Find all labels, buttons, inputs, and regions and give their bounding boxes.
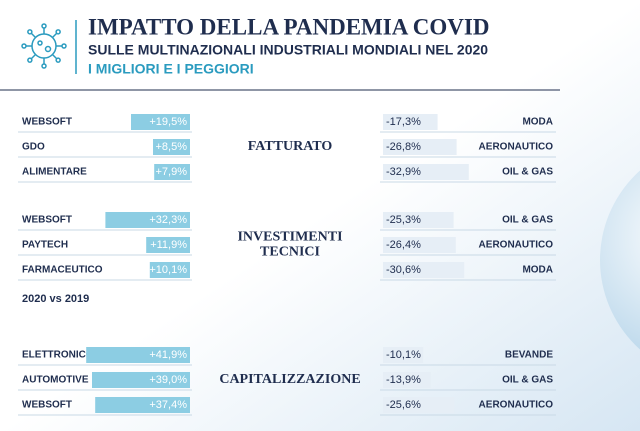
sector-name: ELETTRONICO bbox=[22, 350, 94, 361]
sector-name: WEBSOFT bbox=[22, 117, 72, 128]
value-label: +32,3% bbox=[149, 214, 187, 226]
tagline: I MIGLIORI E I PEGGIORI bbox=[88, 61, 254, 77]
globe bbox=[600, 170, 640, 350]
bar bbox=[383, 262, 465, 278]
value-label: +7,9% bbox=[156, 166, 188, 178]
bar bbox=[86, 347, 190, 363]
title: IMPATTO DELLA PANDEMIA COVID bbox=[88, 14, 489, 39]
bar bbox=[383, 164, 469, 180]
sector-name: WEBSOFT bbox=[22, 400, 72, 411]
section-label: INVESTIMENTI bbox=[237, 230, 342, 245]
value-label: +39,0% bbox=[149, 374, 187, 386]
sector-name: AERONAUTICO bbox=[479, 240, 554, 251]
sector-name: ALIMENTARE bbox=[22, 167, 87, 178]
sector-name: AUTOMOTIVE bbox=[22, 375, 89, 386]
sector-name: OIL & GAS bbox=[502, 375, 553, 386]
bar bbox=[131, 114, 190, 130]
subtitle: SULLE MULTINAZIONALI INDUSTRIALI MONDIAL… bbox=[88, 42, 488, 58]
sector-name: AERONAUTICO bbox=[479, 400, 554, 411]
sector-name: OIL & GAS bbox=[502, 215, 553, 226]
bar bbox=[92, 372, 190, 388]
sector-name: WEBSOFT bbox=[22, 215, 72, 226]
value-label: -10,1% bbox=[386, 349, 421, 361]
sector-name: MODA bbox=[522, 265, 553, 276]
value-label: -26,8% bbox=[386, 141, 421, 153]
value-label: +8,5% bbox=[156, 141, 188, 153]
bar bbox=[383, 237, 456, 253]
bar bbox=[383, 397, 455, 413]
sector-name: FARMACEUTICO bbox=[22, 265, 103, 276]
section-label: CAPITALIZZAZIONE bbox=[219, 372, 360, 387]
sector-name: PAYTECH bbox=[22, 240, 68, 251]
value-label: -26,4% bbox=[386, 239, 421, 251]
bar bbox=[146, 237, 190, 253]
value-label: -25,6% bbox=[386, 399, 421, 411]
sector-name: MODA bbox=[522, 117, 553, 128]
value-label: +19,5% bbox=[149, 116, 187, 128]
value-label: -32,9% bbox=[386, 166, 421, 178]
value-label: +10,1% bbox=[149, 264, 187, 276]
value-label: +37,4% bbox=[149, 399, 187, 411]
bar bbox=[383, 372, 431, 388]
value-label: -17,3% bbox=[386, 116, 421, 128]
value-label: +41,9% bbox=[149, 349, 187, 361]
sector-name: AERONAUTICO bbox=[479, 142, 554, 153]
bar bbox=[149, 262, 190, 278]
value-label: -13,9% bbox=[386, 374, 421, 386]
value-label: -25,3% bbox=[386, 214, 421, 226]
bar bbox=[95, 397, 190, 413]
bar bbox=[154, 164, 190, 180]
sector-name: GDO bbox=[22, 142, 45, 153]
bar bbox=[383, 139, 457, 155]
section-label: TECNICI bbox=[260, 245, 320, 260]
value-label: +11,9% bbox=[150, 239, 187, 251]
bar bbox=[383, 212, 454, 228]
sector-name: BEVANDE bbox=[505, 350, 553, 361]
section-label: FATTURATO bbox=[248, 139, 333, 154]
virus-icon bbox=[21, 23, 67, 69]
bar bbox=[383, 114, 438, 130]
bar bbox=[105, 212, 190, 228]
bar bbox=[383, 347, 424, 363]
note: 2020 vs 2019 bbox=[22, 293, 89, 305]
value-label: -30,6% bbox=[386, 264, 421, 276]
bar bbox=[153, 139, 190, 155]
sector-name: OIL & GAS bbox=[502, 167, 553, 178]
